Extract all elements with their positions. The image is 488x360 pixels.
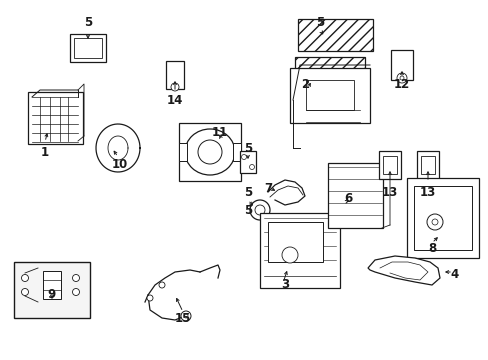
Text: 13: 13	[419, 186, 435, 199]
Bar	[305, 80, 353, 110]
Text: 3: 3	[281, 279, 288, 292]
Text: 9: 9	[48, 288, 56, 302]
Circle shape	[183, 314, 187, 318]
Circle shape	[241, 154, 246, 159]
Bar	[165, 61, 183, 89]
Circle shape	[171, 83, 179, 91]
Text: 10: 10	[112, 158, 128, 171]
Text: 6: 6	[343, 192, 351, 204]
Bar	[289, 68, 369, 122]
Circle shape	[72, 288, 80, 296]
Circle shape	[254, 205, 264, 215]
Text: 13: 13	[381, 186, 397, 199]
Bar	[406, 178, 478, 258]
Circle shape	[426, 214, 442, 230]
Text: 12: 12	[393, 78, 409, 91]
Bar	[327, 162, 382, 228]
Circle shape	[147, 295, 153, 301]
Bar	[14, 262, 90, 318]
Circle shape	[181, 311, 191, 321]
Bar	[294, 57, 364, 79]
Circle shape	[198, 140, 222, 164]
Bar	[70, 34, 106, 62]
Bar	[240, 151, 256, 173]
Text: 5: 5	[244, 186, 252, 199]
Circle shape	[249, 200, 269, 220]
Text: 5: 5	[315, 15, 324, 28]
Ellipse shape	[184, 129, 235, 175]
Bar	[378, 151, 400, 179]
Circle shape	[159, 282, 164, 288]
Circle shape	[431, 219, 437, 225]
Circle shape	[282, 247, 297, 263]
Text: 4: 4	[450, 269, 458, 282]
Circle shape	[21, 288, 28, 296]
Polygon shape	[367, 256, 439, 285]
Text: 11: 11	[211, 126, 228, 139]
Bar	[260, 212, 339, 288]
Circle shape	[396, 73, 406, 83]
Bar	[43, 271, 61, 299]
Bar	[179, 123, 241, 181]
Bar	[232, 143, 241, 161]
Text: 14: 14	[166, 94, 183, 107]
Bar	[416, 151, 438, 179]
Bar	[420, 156, 434, 174]
Text: 5: 5	[84, 15, 92, 28]
Bar	[413, 186, 471, 250]
Bar	[390, 50, 412, 80]
Text: 1: 1	[41, 147, 49, 159]
Bar	[179, 143, 186, 161]
Text: 15: 15	[174, 311, 191, 324]
Text: 8: 8	[427, 242, 435, 255]
Circle shape	[399, 76, 403, 80]
Circle shape	[72, 274, 80, 282]
Circle shape	[249, 165, 254, 170]
Bar	[297, 19, 372, 51]
Bar	[382, 156, 396, 174]
Bar	[74, 38, 102, 58]
Text: 5: 5	[244, 203, 252, 216]
Circle shape	[21, 274, 28, 282]
Bar	[267, 222, 322, 262]
Text: 2: 2	[300, 78, 308, 91]
Bar	[27, 92, 82, 144]
Text: 5: 5	[244, 141, 252, 154]
Text: 7: 7	[264, 181, 271, 194]
